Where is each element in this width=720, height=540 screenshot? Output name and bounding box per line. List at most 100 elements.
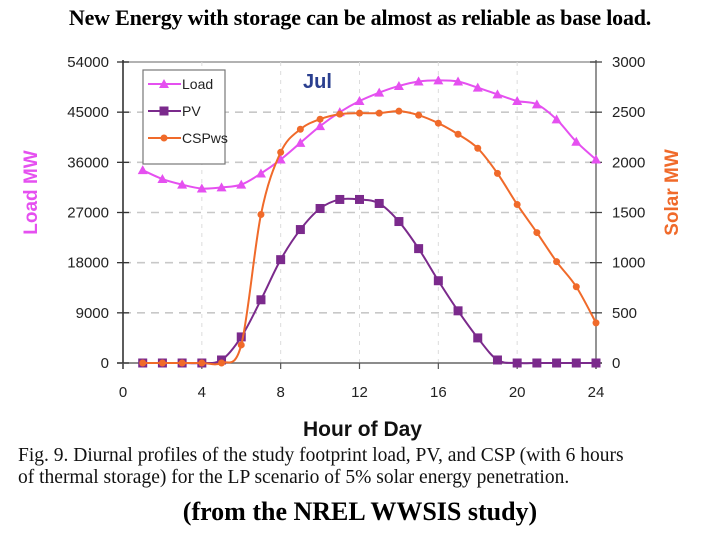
data-point-cspws (533, 229, 541, 237)
data-point-cspws (336, 110, 344, 118)
caption-line-2: of thermal storage) for the LP scenario … (18, 467, 570, 488)
data-point-cspws (178, 359, 186, 367)
series-pv (138, 194, 601, 368)
data-point-load (216, 182, 227, 192)
legend-box (142, 69, 226, 165)
data-point-cspws (356, 109, 363, 117)
headline: New Energy with storage can be almost as… (68, 5, 652, 30)
data-point-pv (276, 255, 286, 265)
data-point-pv (394, 217, 404, 227)
data-point-cspws (592, 319, 600, 327)
data-point-pv (433, 276, 443, 286)
data-point-load (137, 165, 148, 175)
data-point-pv (335, 194, 345, 204)
data-point-load (492, 89, 503, 99)
data-point-pv (256, 295, 266, 305)
x-tick-label: 20 (509, 384, 526, 401)
legend-label: PV (182, 103, 201, 119)
data-point-cspws (158, 359, 166, 367)
legend-marker-pv (159, 106, 169, 116)
data-point-load (453, 76, 464, 86)
figure-caption: Fig. 9. Diurnal profiles of the study fo… (18, 445, 718, 489)
right-tick-label: 3000 (612, 54, 645, 71)
x-tick-label: 4 (198, 384, 206, 401)
x-tick-label: 0 (119, 384, 127, 401)
data-point-load (275, 154, 286, 164)
data-point-pv (571, 358, 581, 368)
x-axis-title: Hour of Day (303, 418, 422, 441)
data-point-load (374, 87, 385, 97)
data-point-pv (295, 225, 305, 235)
left-tick-label: 27000 (67, 205, 109, 222)
x-tick-label: 24 (588, 384, 605, 401)
data-point-cspws (572, 283, 580, 291)
data-point-load (236, 179, 247, 189)
legend: Load PV CSPws (142, 69, 228, 165)
data-point-cspws (277, 148, 285, 156)
data-point-load (157, 174, 168, 184)
left-tick-label: 36000 (67, 154, 109, 171)
data-point-cspws (218, 359, 226, 367)
left-tick-label: 0 (101, 355, 109, 372)
data-point-cspws (395, 107, 403, 115)
right-tick-label: 0 (612, 355, 620, 372)
data-point-cspws (474, 144, 482, 152)
data-point-cspws (139, 359, 147, 367)
data-point-load (413, 76, 424, 86)
data-point-cspws (375, 109, 383, 117)
data-point-pv (236, 332, 246, 342)
series-cspws (139, 107, 600, 367)
data-point-load (571, 136, 582, 146)
series-line-pv (142, 197, 596, 365)
left-tick-label: 45000 (67, 104, 109, 121)
data-point-pv (532, 358, 542, 368)
data-point-load (591, 154, 601, 164)
data-point-pv (591, 358, 601, 368)
dual-axis-line-chart: 0 9000 18000 27000 36000 45000 54000 0 500 1000 15… (21, 54, 683, 441)
data-point-load (472, 82, 483, 92)
legend-item-pv: PV (148, 103, 201, 119)
right-tick-label: 2500 (612, 104, 645, 121)
x-tick-label: 16 (430, 384, 447, 401)
legend-label: Load (182, 76, 213, 92)
right-tick-label: 1500 (612, 205, 645, 222)
left-tick-label: 18000 (67, 255, 109, 272)
y-axis-title-left: Load MW (21, 150, 42, 234)
data-point-load (433, 75, 444, 85)
data-point-cspws (415, 111, 423, 119)
legend-item-cspws: CSPws (148, 130, 228, 146)
data-point-load (196, 183, 207, 193)
left-tick-label: 54000 (67, 54, 109, 71)
data-point-pv (552, 358, 562, 368)
legend-marker-load (159, 79, 169, 88)
data-point-load (393, 80, 404, 90)
data-point-pv (374, 198, 384, 208)
data-point-load (354, 96, 365, 106)
series-layer (137, 75, 601, 368)
legend-item-load: Load (148, 76, 213, 92)
data-point-cspws (454, 130, 462, 138)
data-point-cspws (553, 258, 561, 266)
month-annotation: Jul (303, 71, 332, 93)
data-point-cspws (316, 115, 324, 123)
data-point-load (177, 179, 188, 189)
right-tick-label: 1000 (612, 255, 645, 272)
x-tick-label: 12 (351, 384, 368, 401)
data-point-load (295, 137, 306, 147)
data-point-cspws (237, 341, 245, 349)
data-point-pv (453, 306, 463, 316)
data-point-cspws (513, 200, 521, 208)
data-point-load (315, 121, 326, 131)
right-tick-label: 500 (612, 305, 637, 322)
data-point-pv (473, 333, 483, 343)
x-tick-label: 8 (276, 384, 284, 401)
data-point-load (551, 114, 562, 124)
source-note: (from the NREL WWSIS study) (182, 497, 538, 526)
data-point-cspws (434, 119, 442, 127)
y-axis-title-right: Solar MW (662, 149, 683, 236)
data-point-pv (414, 244, 424, 254)
legend-label: CSPws (182, 130, 228, 146)
caption-line-1: Fig. 9. Diurnal profiles of the study fo… (18, 445, 624, 466)
right-tick-label: 2000 (612, 154, 645, 171)
gridlines (123, 61, 596, 363)
